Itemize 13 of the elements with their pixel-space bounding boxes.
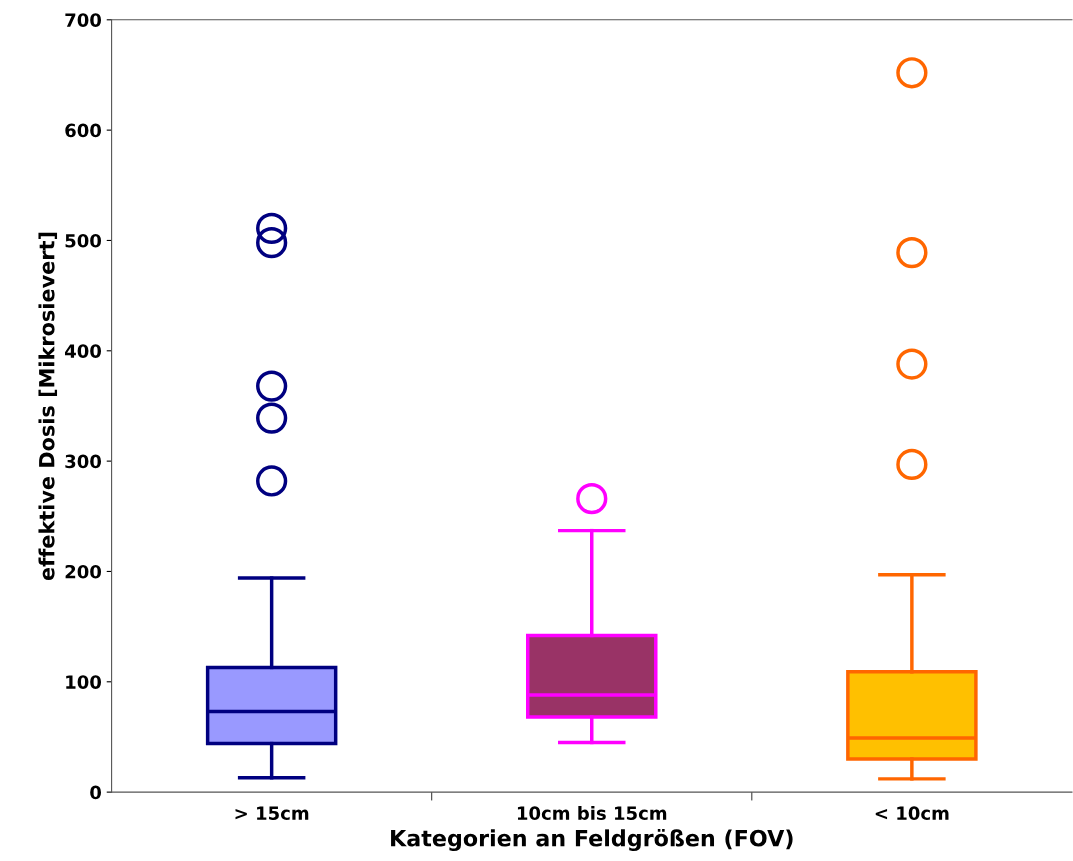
y-tick-label: 700 [65, 13, 102, 27]
x-axis-title: Kategorien an Feldgrößen (FOV) [391, 829, 793, 852]
x-tick-label: 10cm bis 15cm [517, 806, 667, 820]
y-tick-label: 600 [65, 123, 102, 138]
y-tick-label: 500 [65, 233, 102, 248]
y-tick-label: 100 [66, 675, 102, 689]
y-axis-title: effektive Dosis [Mikrosievert] [38, 232, 58, 581]
y-tick-label: 0 [90, 785, 102, 800]
x-tick-label: > 15cm [235, 806, 309, 820]
y-tick-label: 200 [65, 564, 102, 579]
x-tick-label: < 10cm [875, 806, 949, 820]
y-tick-label: 400 [64, 344, 102, 358]
y-tick-label: 300 [65, 454, 102, 469]
